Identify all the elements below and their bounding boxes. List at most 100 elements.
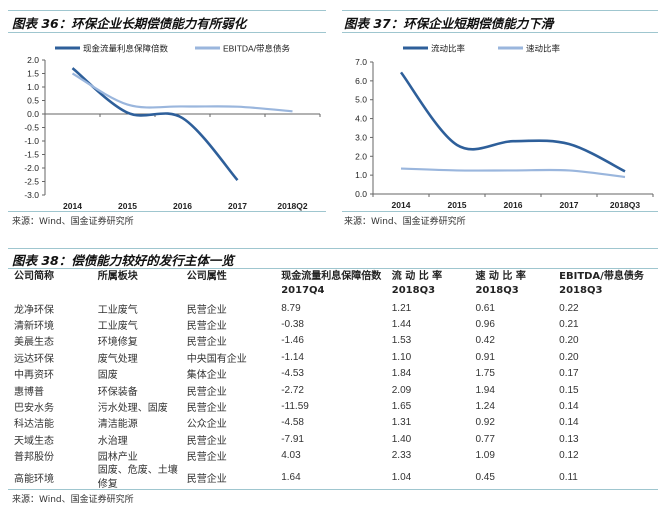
table-cell: 0.11 [559,472,578,484]
table-cell: -11.59 [281,401,309,413]
table-cell: -1.46 [281,335,304,347]
table-row: 美晨生态 环境修复 民营企业 -1.46 1.53 0.42 0.20 [10,333,655,349]
series-line-1 [71,72,293,113]
table-cell: 环保装备 [97,386,138,398]
y-tick-label: 6.0 [355,76,367,86]
table-cell: 清新环境 [14,321,54,333]
table-cell: 水治理 [97,435,128,447]
table-cell: 环境修复 [97,337,138,349]
table-cell: 1.21 [391,302,412,314]
table-row: 惠博普 环保装备 民营企业 -2.72 2.09 1.94 0.15 [10,382,655,398]
table-cell: 公众企业 [186,419,227,431]
table-cell: 远达环保 [14,353,54,365]
table-cell: 2.33 [391,450,412,462]
table-cell: 1.24 [475,401,495,413]
x-tick-label: 2014 [63,201,82,211]
figure-37-source: 来源：Wind、国金证券研究所 [344,217,466,227]
table-cell: 普邦股份 [14,452,54,464]
table-cell: 0.96 [475,319,495,331]
y-tick-label: 1.5 [27,69,39,79]
y-tick-label: 0.0 [355,189,367,199]
table-cell: 1.10 [391,351,412,363]
column-header: EBITDA/带息债务 2018Q3 [559,271,644,296]
table-cell: 民营企业 [186,435,227,447]
x-tick-label: 2015 [118,201,137,211]
table-cell: 巴安水务 [14,403,54,415]
table-cell: 惠博普 [14,386,44,398]
table-row: 龙净环保 工业废气 民营企业 8.79 1.21 0.61 0.22 [10,300,655,316]
x-tick-label: 2015 [448,200,467,210]
table-cell: 民营企业 [186,321,227,333]
series-line-0 [71,67,239,182]
y-tick-label: 1.0 [27,82,39,92]
y-tick-label: 1.0 [355,170,367,180]
table-cell: -1.14 [281,351,304,363]
table-cell: 废气处理 [97,353,138,365]
table-row: 高能环境 固废、危废、土壤修复 民营企业 1.64 1.04 0.45 0.11 [10,464,655,492]
table-cell: 1.75 [475,368,495,380]
issuer-table: 公司简称 所属板块 公司属性 现金流量利息保障倍数 2017Q4 流 动 比 率 201… [10,268,655,492]
table-cell: 固废 [97,370,118,382]
table-cell: 集体企业 [186,370,227,382]
table-cell: 0.12 [559,450,579,462]
table-cell: 民营企业 [186,337,227,349]
y-tick-label: -3.0 [24,190,39,200]
table-cell: -0.38 [281,319,304,331]
table-cell: 工业废气 [97,321,138,333]
table-cell: 1.94 [475,384,495,396]
divider [8,489,658,490]
column-header: 所属板块 [97,271,138,282]
table-cell: 8.79 [281,302,301,314]
table-cell: 0.22 [559,302,579,314]
y-tick-label: 2.0 [355,151,367,161]
table-cell: 1.40 [391,433,412,445]
figure-37-title: 图表 37：环保企业短期偿债能力下滑 [344,16,554,31]
table-header-row: 公司简称 所属板块 公司属性 现金流量利息保障倍数 2017Q4 流 动 比 率 201… [10,268,655,300]
legend-label: 现金流量利息保障倍数 [83,44,169,54]
y-tick-label: 2.0 [27,55,39,65]
chart-37: 7.0 6.0 5.0 4.0 3.0 2.0 1.0 0.0 2014 2015 2016 2017… [355,44,654,210]
table-cell: 0.17 [559,368,579,380]
table-cell: 园林产业 [97,452,138,464]
table-cell: 民营企业 [186,386,227,398]
table-row: 中再资环 固废 集体企业 -4.53 1.84 1.75 0.17 [10,366,655,382]
table-cell: 0.92 [475,417,495,429]
table-row: 巴安水务 污水处理、固废 民营企业 -11.59 1.65 1.24 0.14 [10,398,655,414]
table-cell: 天域生态 [14,435,54,447]
table-cell: 中再资环 [14,370,54,382]
y-tick-label: -0.5 [24,123,39,133]
table-cell: 0.21 [559,319,579,331]
y-tick-label: 3.0 [355,132,367,142]
table-cell: -2.72 [281,384,304,396]
column-header: 公司简称 [14,271,54,282]
x-tick-label: 2016 [173,201,192,211]
table-cell: 0.14 [559,401,579,413]
figure-38-title: 图表 38：偿债能力较好的发行主体一览 [12,253,234,268]
table-row: 清新环境 工业废气 民营企业 -0.38 1.44 0.96 0.21 [10,316,655,332]
table-cell: 0.15 [559,384,579,396]
table-cell: 1.84 [391,368,412,380]
table-source: 来源：Wind、国金证券研究所 [12,495,134,505]
series-line-1 [400,167,626,179]
table-cell: 4.03 [281,450,301,462]
table-cell: 1.65 [391,401,412,413]
table-cell: 0.77 [475,433,495,445]
x-tick-label: 2017 [560,200,579,210]
divider [342,10,658,11]
legend-label: 速动比率 [526,44,561,54]
table-cell: 1.04 [391,472,412,484]
table-cell: 美晨生态 [14,337,54,349]
x-tick-label: 2017 [228,201,247,211]
y-tick-label: 4.0 [355,114,367,124]
x-tick-label: 2014 [392,200,411,210]
table-cell: 2.09 [391,384,412,396]
table-cell: 1.31 [391,417,412,429]
chart-36: 2.0 1.5 1.0 0.5 0.0 -0.5 -1.0 -1.5 -2.0 -2.5 -3.0 2… [24,44,321,211]
y-tick-label: 0.0 [27,109,39,119]
table-cell: 民营企业 [186,403,227,415]
column-header: 公司属性 [186,271,227,282]
table-cell: 0.14 [559,417,579,429]
table-cell: 中央国有企业 [186,353,247,365]
y-tick-label: 5.0 [355,95,367,105]
table-row: 普邦股份 园林产业 民营企业 4.03 2.33 1.09 0.12 [10,448,655,464]
